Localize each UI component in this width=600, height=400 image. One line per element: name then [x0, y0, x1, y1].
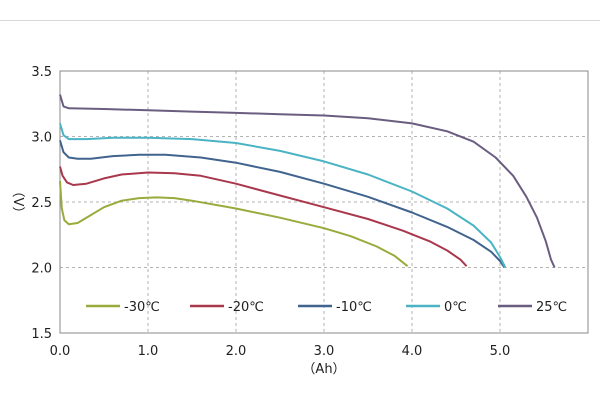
y-tick-label: 3.5 [31, 65, 52, 80]
x-tick-label: 4.0 [402, 344, 423, 359]
legend-label: -30℃ [124, 300, 160, 315]
x-tick-label: 0.0 [50, 344, 71, 359]
x-axis-label: （Ah） [302, 362, 345, 377]
series-line [59, 166, 468, 267]
legend-label: 25℃ [536, 300, 567, 315]
y-tick-label: 3.0 [31, 131, 52, 146]
top-divider [0, 20, 600, 21]
y-tick-label: 1.5 [31, 327, 52, 342]
tick-labels: 0.0 1.0 2.0 3.0 4.0 5.0 1.5 2.0 2.5 3.0 3.5 [31, 65, 510, 359]
legend-label: -20℃ [228, 300, 264, 315]
legend-label: -10℃ [336, 300, 372, 315]
series-line [59, 180, 409, 267]
series-line [59, 123, 507, 268]
series-line [59, 94, 556, 268]
x-tick-label: 1.0 [138, 344, 159, 359]
grid-lines [60, 71, 588, 333]
legend: -30℃ -20℃ -10℃ 0℃ 25℃ [86, 300, 567, 315]
y-tick-label: 2.5 [31, 196, 52, 211]
x-tick-label: 5.0 [490, 344, 511, 359]
x-tick-label: 3.0 [314, 344, 335, 359]
legend-label: 0℃ [444, 300, 467, 315]
series-line [59, 140, 506, 269]
y-tick-label: 2.0 [31, 262, 52, 277]
plot-area-border [59, 70, 589, 334]
x-tick-label: 2.0 [226, 344, 247, 359]
series-lines [59, 94, 556, 269]
y-axis-label: （V） [10, 185, 25, 220]
